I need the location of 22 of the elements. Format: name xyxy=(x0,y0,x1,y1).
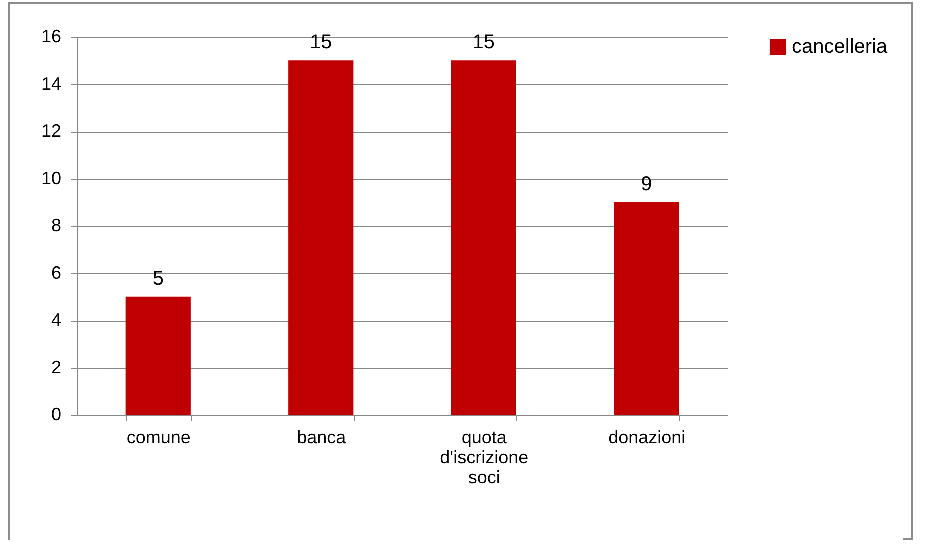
y-tick-label: 8 xyxy=(51,216,62,236)
bar xyxy=(451,60,516,415)
x-tick-label: quota d'iscrizione soci xyxy=(440,428,529,488)
y-tick-label: 14 xyxy=(41,74,62,94)
legend-label: cancelleria xyxy=(792,36,888,58)
y-tick-label: 6 xyxy=(51,262,62,283)
bar xyxy=(288,60,354,415)
y-tick-label: 12 xyxy=(41,121,62,141)
data-label: 15 xyxy=(472,32,495,54)
x-tick-label: donazioni xyxy=(608,428,686,448)
x-tick-label: comune xyxy=(126,428,191,448)
data-label: 15 xyxy=(310,32,332,54)
y-tick-label: 2 xyxy=(51,357,62,378)
y-tick-label: 10 xyxy=(41,168,62,188)
y-tick-label: 0 xyxy=(51,404,62,424)
y-tick-label: 4 xyxy=(51,310,62,330)
x-tick-label: banca xyxy=(297,428,348,448)
bar xyxy=(614,202,680,415)
data-label: 5 xyxy=(152,268,164,290)
y-tick-label: 16 xyxy=(41,26,62,46)
data-label: 9 xyxy=(641,173,652,196)
bar xyxy=(126,296,191,415)
